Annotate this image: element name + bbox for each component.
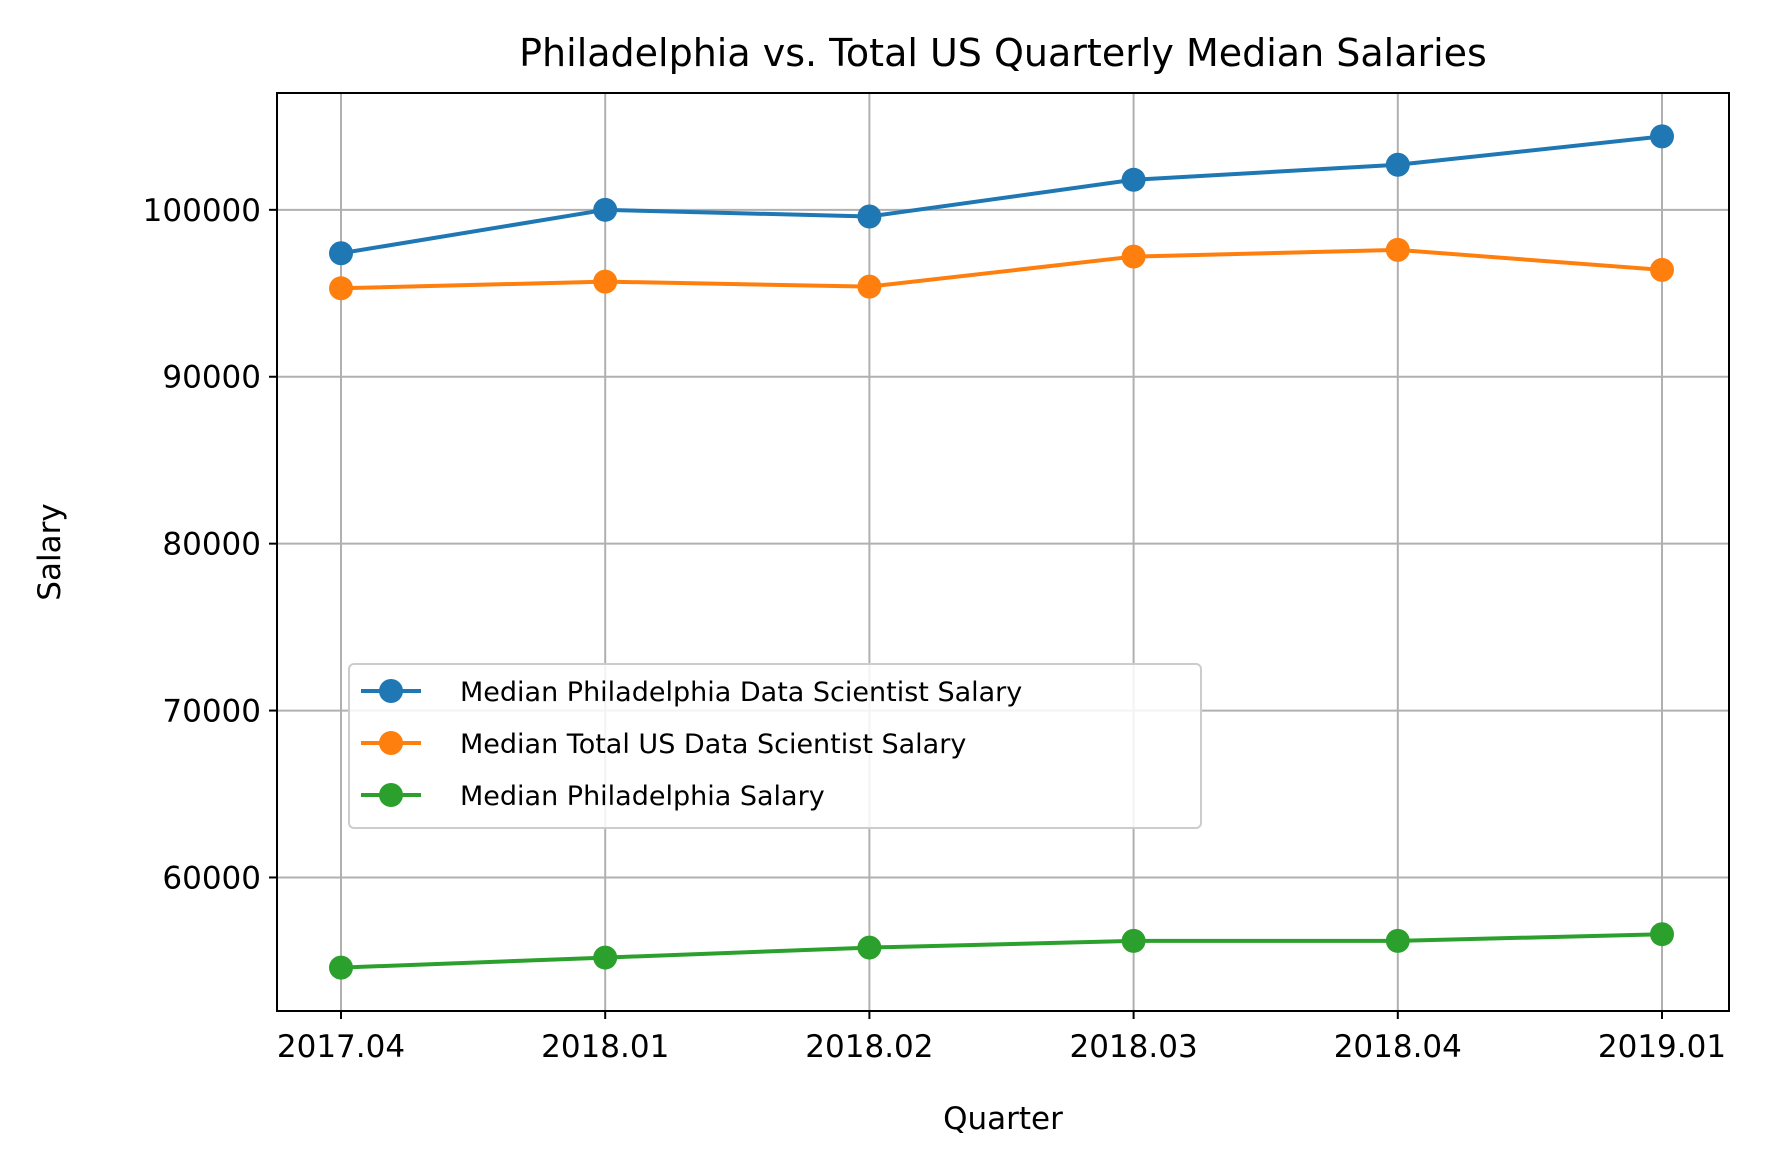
y-axis-ticks: 60000 70000 80000 90000 100000: [143, 193, 277, 896]
legend-box: [348, 663, 1202, 829]
y-tick-label: 100000: [143, 193, 261, 229]
data-point: [1650, 124, 1674, 149]
chart-title: Philadelphia vs. Total US Quarterly Medi…: [519, 31, 1487, 75]
legend-marker: [379, 783, 403, 807]
data-point: [329, 955, 353, 980]
data-point: [329, 241, 353, 266]
x-tick-label: 2018.01: [541, 1029, 669, 1065]
x-tick-label: 2018.03: [1069, 1029, 1197, 1065]
y-axis-label: Salary: [32, 503, 68, 600]
grid: [277, 93, 1729, 1011]
data-point: [593, 197, 618, 222]
y-tick-label: 80000: [162, 527, 261, 563]
series-2: [329, 237, 1674, 301]
x-tick-label: 2017.04: [277, 1029, 405, 1065]
series-line: [340, 932, 1663, 970]
series-1: [329, 124, 1674, 266]
series-line: [340, 247, 1663, 291]
legend-item: Median Total US Data Scientist Salary: [361, 729, 966, 760]
series-line: [340, 134, 1663, 256]
x-tick-label: 2018.04: [1334, 1029, 1462, 1065]
legend-marker: [379, 731, 403, 755]
y-tick-label: 70000: [162, 694, 261, 730]
legend-items: Median Philadelphia Data Scientist Salar…: [361, 677, 1022, 812]
x-axis-ticks: 2017.04 2018.01 2018.02 2018.03 2018.04 2019.…: [277, 1011, 1726, 1065]
data-point: [857, 935, 882, 960]
data-point: [1121, 167, 1146, 192]
legend: Median Philadelphia Data Scientist Salar…: [348, 663, 1202, 829]
y-tick-label: 90000: [162, 360, 261, 396]
plot-area-frame: [276, 92, 1730, 1012]
legend-label: Median Total US Data Scientist Salary: [460, 729, 966, 760]
data-point: [1385, 152, 1410, 177]
legend-label: Median Philadelphia Data Scientist Salar…: [460, 677, 1022, 708]
data-point: [1121, 244, 1146, 269]
data-point: [1650, 257, 1674, 282]
data-point: [1385, 928, 1410, 953]
series-layer: [329, 124, 1674, 980]
x-tick-label: 2018.02: [805, 1029, 933, 1065]
y-tick-label: 60000: [162, 860, 261, 896]
data-point: [1121, 928, 1146, 953]
data-point: [1650, 922, 1674, 947]
data-point: [593, 269, 618, 294]
data-point: [857, 204, 882, 229]
legend-item: Median Philadelphia Salary: [361, 781, 825, 812]
data-point: [593, 945, 618, 970]
series-3: [329, 922, 1674, 980]
legend-marker: [379, 679, 403, 703]
legend-item: Median Philadelphia Data Scientist Salar…: [361, 677, 1022, 708]
x-axis-label: Quarter: [943, 1101, 1063, 1137]
x-tick-label: 2019.01: [1598, 1029, 1726, 1065]
data-point: [857, 274, 882, 299]
legend-label: Median Philadelphia Salary: [460, 781, 825, 812]
data-point: [329, 276, 353, 301]
data-point: [1385, 237, 1410, 262]
